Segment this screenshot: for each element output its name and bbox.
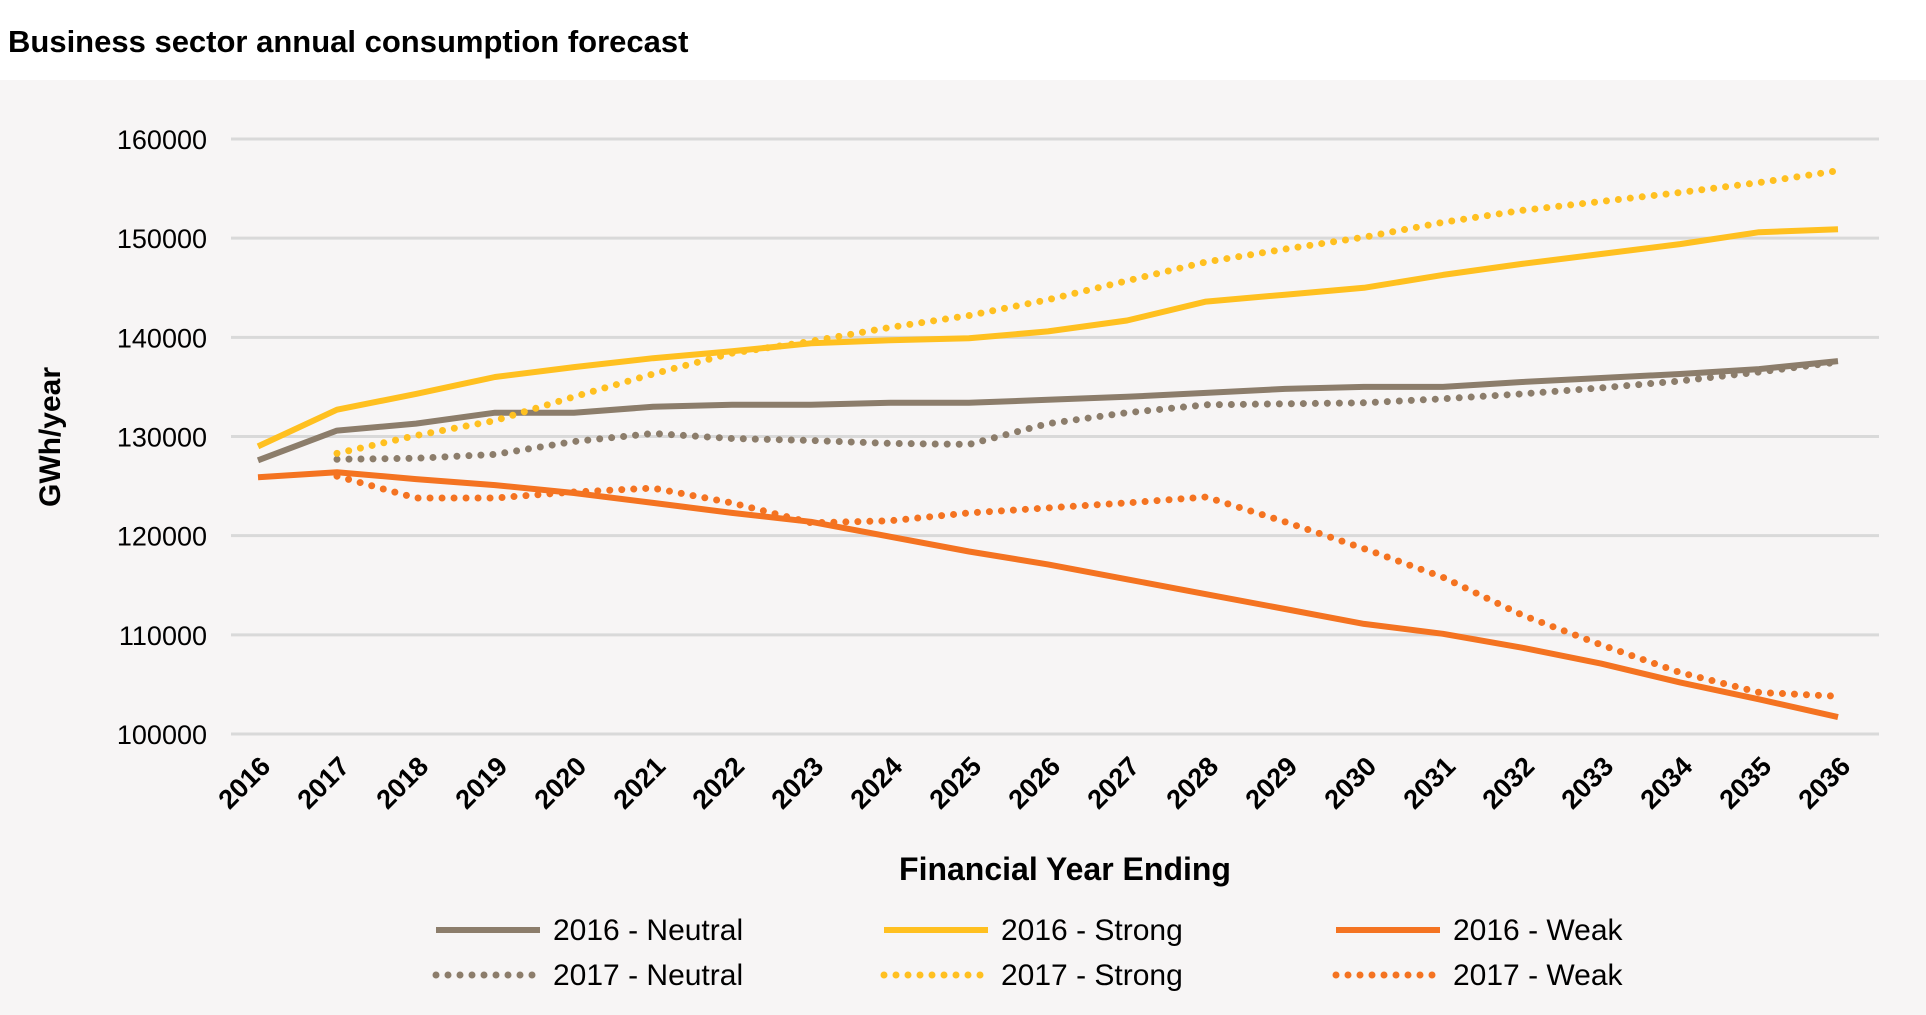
series-line-2016-strong <box>256 226 1839 450</box>
y-tick-label: 110000 <box>119 621 207 651</box>
legend-label: 2016 - Neutral <box>553 914 743 947</box>
x-axis-title: Financial Year Ending <box>899 851 1231 887</box>
legend-label: 2017 - Weak <box>1453 959 1624 992</box>
legend-item: 2017 - Strong <box>880 959 1183 992</box>
legend-item: 2017 - Neutral <box>432 959 743 992</box>
legend-item: 2017 - Weak <box>1332 959 1624 992</box>
legend-item: 2016 - Neutral <box>436 914 743 947</box>
series-line-2017-strong <box>333 167 1842 457</box>
y-tick-label: 100000 <box>117 720 207 750</box>
series-line-2017-weak <box>333 472 1842 700</box>
y-axis-title: GWh/year <box>34 367 67 507</box>
y-tick-label: 140000 <box>117 323 207 353</box>
series-line-2016-weak <box>257 469 1839 721</box>
legend-item: 2016 - Weak <box>1336 914 1624 947</box>
legend-label: 2017 - Strong <box>1001 959 1183 992</box>
y-tick-label: 150000 <box>117 224 207 254</box>
legend-label: 2016 - Strong <box>1001 914 1183 947</box>
legend-label: 2016 - Weak <box>1453 914 1624 947</box>
series-line-2017-neutral <box>333 358 1842 463</box>
chart-title: Business sector annual consumption forec… <box>8 24 688 59</box>
legend-item: 2016 - Strong <box>884 914 1183 947</box>
y-tick-label: 120000 <box>117 522 207 552</box>
legend-label: 2017 - Neutral <box>553 959 743 992</box>
y-tick-label: 130000 <box>117 423 207 453</box>
y-tick-label: 160000 <box>117 125 207 155</box>
